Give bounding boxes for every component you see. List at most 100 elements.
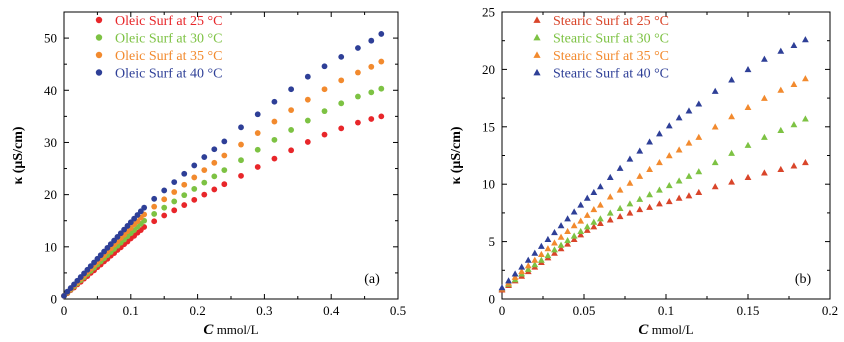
data-point bbox=[368, 63, 375, 70]
data-point bbox=[378, 31, 385, 37]
data-point bbox=[665, 122, 673, 129]
data-point bbox=[511, 270, 519, 277]
data-point bbox=[321, 131, 328, 138]
data-point bbox=[77, 274, 84, 280]
data-point bbox=[211, 173, 218, 180]
data-point bbox=[378, 58, 385, 65]
data-point bbox=[636, 206, 644, 213]
data-point bbox=[802, 36, 809, 43]
data-point bbox=[288, 107, 295, 114]
data-point bbox=[744, 141, 752, 148]
data-point bbox=[238, 157, 244, 164]
data-point bbox=[646, 165, 653, 172]
data-point bbox=[221, 152, 228, 159]
legend-entry: Stearic Surf at 25 °C bbox=[553, 14, 669, 29]
data-point bbox=[695, 133, 703, 140]
data-point bbox=[626, 155, 634, 162]
data-point bbox=[104, 244, 111, 251]
data-point bbox=[271, 98, 278, 105]
data-point bbox=[378, 113, 385, 120]
data-point bbox=[597, 219, 604, 226]
data-point bbox=[761, 133, 768, 140]
data-point bbox=[695, 188, 703, 195]
data-point bbox=[656, 200, 663, 207]
data-point bbox=[531, 261, 539, 268]
legend-entry: Oleic Surf at 40 °C bbox=[115, 67, 222, 82]
y-tick-label: 25 bbox=[482, 5, 495, 20]
data-point bbox=[94, 255, 101, 262]
data-point bbox=[221, 138, 228, 145]
data-point bbox=[557, 222, 565, 229]
data-point bbox=[114, 234, 121, 240]
data-point bbox=[304, 139, 311, 145]
data-point bbox=[626, 179, 634, 186]
data-point bbox=[711, 183, 719, 190]
data-point bbox=[577, 231, 585, 238]
data-point bbox=[134, 212, 141, 218]
data-point bbox=[656, 130, 663, 137]
data-point bbox=[583, 211, 591, 218]
y-tick-label: 15 bbox=[482, 119, 495, 134]
data-point bbox=[171, 189, 178, 195]
data-point bbox=[124, 223, 131, 229]
data-point bbox=[570, 235, 578, 243]
data-point bbox=[254, 111, 261, 118]
data-point bbox=[695, 100, 703, 107]
data-point bbox=[221, 167, 228, 174]
data-point bbox=[151, 218, 158, 225]
x-axis-label: C mmol/L bbox=[203, 322, 258, 338]
data-point bbox=[304, 117, 311, 124]
data-point bbox=[597, 183, 604, 190]
series-1 bbox=[61, 85, 385, 299]
data-point bbox=[636, 172, 644, 179]
x-axis-label: C mmol/L bbox=[638, 322, 693, 338]
data-point bbox=[161, 187, 168, 194]
data-point bbox=[171, 207, 178, 214]
data-point bbox=[355, 119, 361, 126]
data-point bbox=[81, 270, 87, 277]
data-point bbox=[111, 237, 117, 244]
data-point bbox=[675, 146, 683, 153]
x-axis-label-unit: mmol/L bbox=[648, 322, 693, 337]
data-point bbox=[191, 196, 198, 203]
data-point bbox=[288, 86, 295, 93]
legend-marker bbox=[95, 69, 103, 76]
data-point bbox=[131, 215, 138, 222]
data-point bbox=[211, 159, 218, 166]
legend-entry: Oleic Surf at 35 °C bbox=[115, 49, 222, 64]
data-point bbox=[790, 162, 798, 169]
data-point bbox=[61, 292, 67, 299]
data-point bbox=[254, 146, 261, 153]
data-point bbox=[685, 192, 693, 199]
data-point bbox=[728, 178, 735, 185]
data-point bbox=[537, 256, 545, 263]
data-point bbox=[64, 288, 71, 295]
series-2 bbox=[61, 58, 385, 299]
data-point bbox=[171, 198, 178, 205]
data-point bbox=[616, 212, 624, 220]
y-tick-label: 30 bbox=[44, 135, 57, 150]
data-point bbox=[570, 208, 578, 215]
data-point bbox=[127, 219, 134, 226]
data-point bbox=[221, 181, 228, 188]
legend-marker bbox=[533, 51, 541, 58]
legend-marker bbox=[533, 33, 541, 41]
data-point bbox=[191, 185, 198, 192]
y-tick-label: 0 bbox=[51, 292, 58, 307]
data-point bbox=[101, 248, 107, 255]
data-point bbox=[590, 223, 598, 230]
data-point bbox=[531, 256, 539, 263]
y-tick-label: 5 bbox=[489, 234, 496, 249]
data-point bbox=[338, 53, 345, 60]
data-point bbox=[355, 45, 361, 51]
legend-marker bbox=[95, 51, 103, 59]
data-point bbox=[790, 121, 798, 128]
y-tick-label: 0 bbox=[489, 292, 496, 307]
legend-entry: Stearic Surf at 35 °C bbox=[553, 49, 669, 64]
data-point bbox=[321, 108, 328, 115]
data-point bbox=[626, 209, 634, 216]
data-point bbox=[656, 186, 663, 193]
data-point bbox=[518, 263, 526, 270]
data-point bbox=[564, 215, 571, 222]
legend-entry: Stearic Surf at 40 °C bbox=[553, 67, 669, 82]
